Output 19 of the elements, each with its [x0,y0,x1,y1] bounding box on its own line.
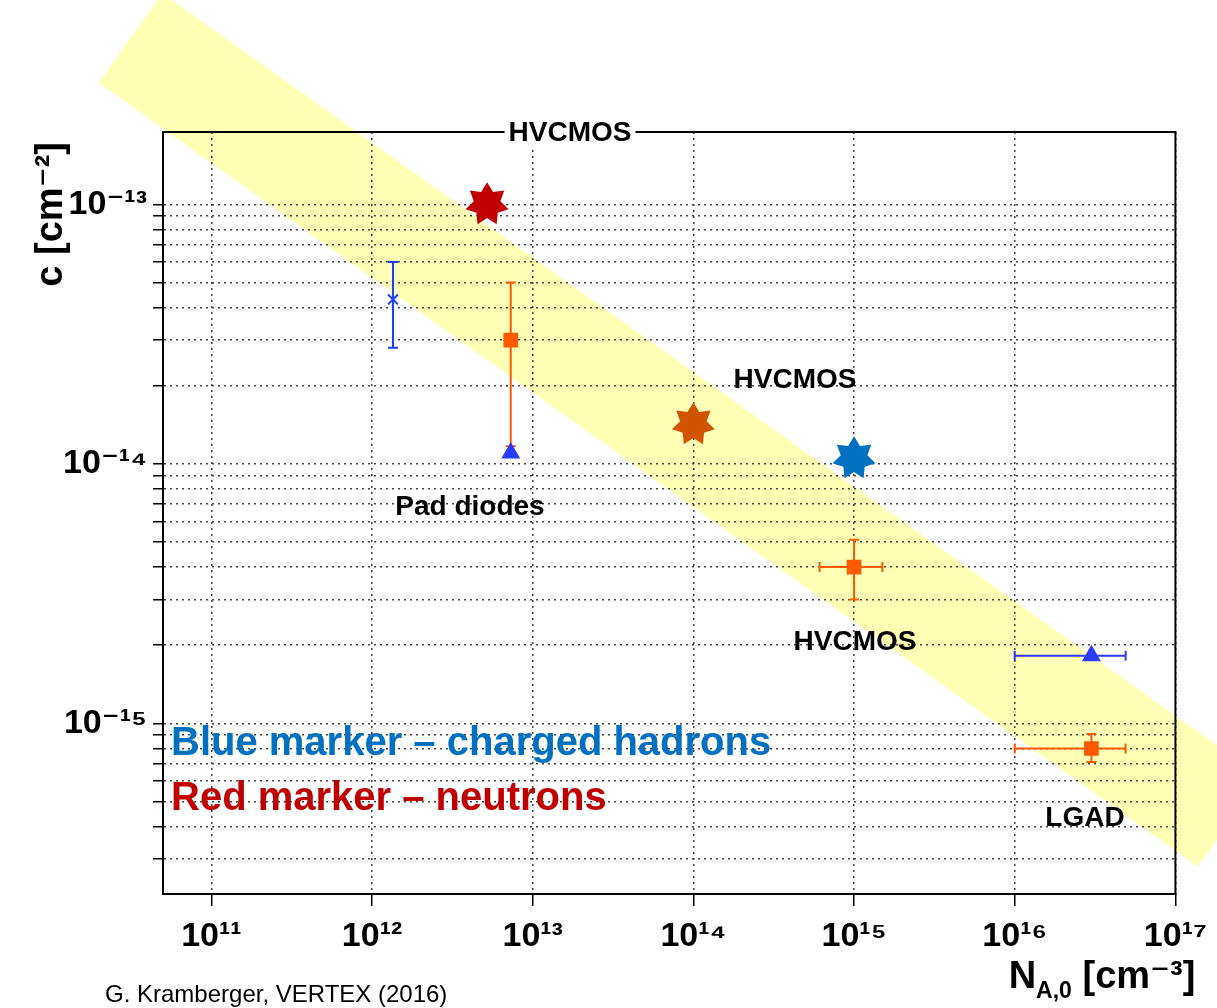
x-tick-label: 10¹⁶ [982,914,1048,953]
annotation: LGAD [1045,800,1125,832]
x-tick-label: 10¹⁵ [821,914,887,953]
x-tick-label: 10¹³ [502,914,563,953]
annotation: HVCMOS [508,115,632,147]
text: Red marker – neutrons [171,774,607,819]
x-tick-label: 10¹¹ [181,914,242,953]
y-tick-label: 10⁻¹⁴ [63,442,147,481]
y-tick-label: 10⁻¹³ [68,182,147,221]
y-tick-label: 10⁻¹⁵ [63,701,147,740]
x-tick-label: 10¹⁷ [1143,914,1207,953]
annotation: HVCMOS [733,362,857,394]
text: Blue marker – charged hadrons [171,719,772,764]
y-axis-title: c [cm⁻²] [28,141,70,287]
annotation: HVCMOS [793,624,917,656]
text: G. Kramberger, VERTEX (2016) [105,980,448,1007]
x-tick-label: 10¹⁴ [660,914,727,953]
x-tick-label: 10¹² [341,914,403,953]
annotation: Pad diodes [395,489,545,521]
